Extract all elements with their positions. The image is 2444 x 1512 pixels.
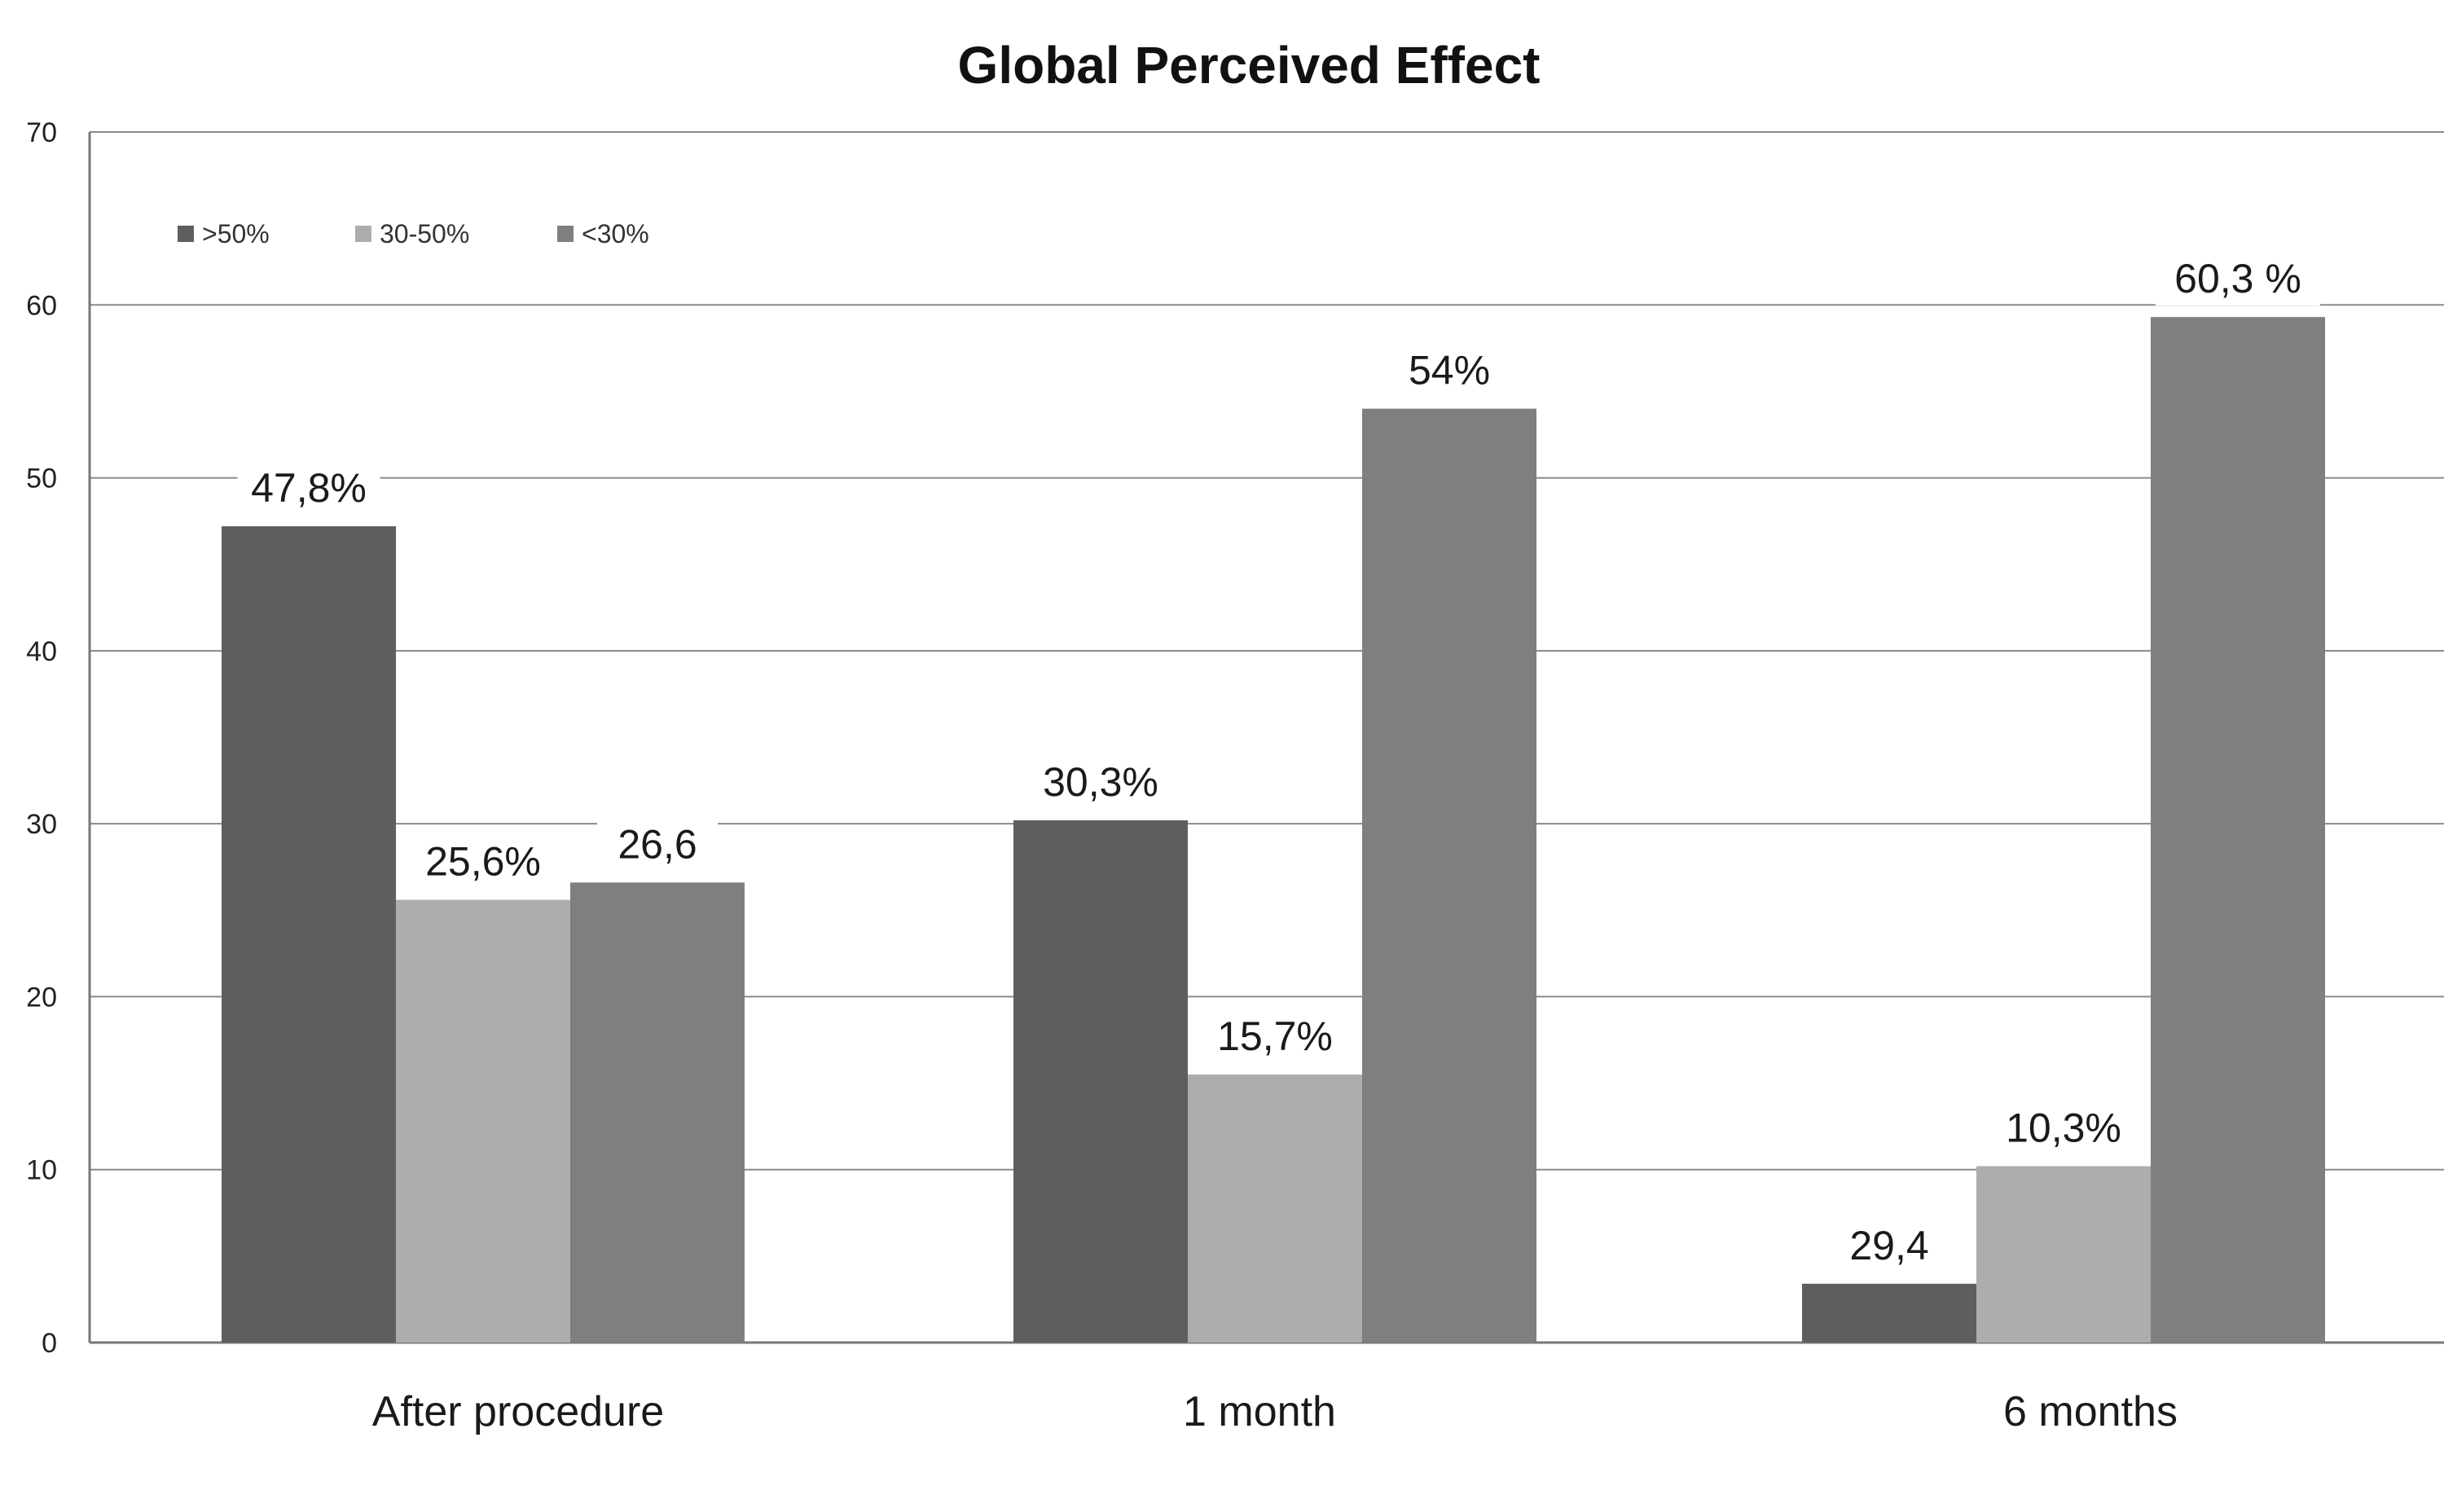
data-label-bg [1203,1009,1347,1063]
chart-title: Global Perceived Effect [958,36,1541,94]
data-label: 15,7% [1217,1013,1333,1059]
legend-swatch [557,226,574,242]
data-label: 47,8% [251,465,367,511]
y-tick-label: 30 [26,809,57,840]
bar [570,882,745,1343]
data-label-bg [1992,1101,2135,1155]
legend-swatch [178,226,194,242]
data-label-bg [1829,1218,1949,1272]
data-label: 26,6 [618,821,697,867]
y-tick-label: 60 [26,290,57,321]
bar [1188,1074,1362,1343]
category-label: 6 months [2003,1388,2178,1435]
data-label-bg [237,461,380,516]
data-label-bg [597,817,718,872]
legend: >50% 30-50% <30% [178,219,649,248]
y-tick-label: 0 [42,1328,57,1359]
y-tick-label: 70 [26,117,57,148]
y-tick-label: 20 [26,982,57,1013]
bar [1362,408,1536,1343]
legend-swatch [355,226,371,242]
y-axis: 0 10 20 30 40 50 60 70 [26,117,91,1359]
data-label-bg [1400,343,1499,398]
data-label: 30,3% [1043,759,1158,805]
bar [222,526,396,1343]
bar [1802,1283,1976,1343]
legend-label: >50% [202,219,270,248]
data-label-bg [1029,754,1172,809]
category-label: After procedure [372,1388,664,1435]
x-axis: After procedure 1 month 6 months [372,1388,2178,1435]
data-label-bg [411,834,555,889]
y-tick-label: 50 [26,464,57,494]
y-tick-label: 10 [26,1155,57,1186]
data-label-bg [2156,252,2320,306]
bar [2151,317,2325,1343]
bar [1013,820,1188,1343]
data-label: 10,3% [2006,1105,2121,1150]
data-label: 54% [1409,348,1490,393]
legend-label: 30-50% [380,219,469,248]
data-labels: 47,8% 25,6% 26,6 30,3% 15,7% 54% 29,4 10,3% 60,3… [237,252,2320,1272]
data-label: 29,4 [1849,1223,1928,1268]
data-label: 25,6% [425,839,541,885]
y-tick-label: 40 [26,636,57,667]
bar [396,899,570,1343]
category-label: 1 month [1183,1388,1336,1435]
bars [222,317,2325,1343]
data-label: 60,3 % [2174,256,2301,301]
legend-label: <30% [582,219,649,248]
bar [1976,1166,2151,1343]
